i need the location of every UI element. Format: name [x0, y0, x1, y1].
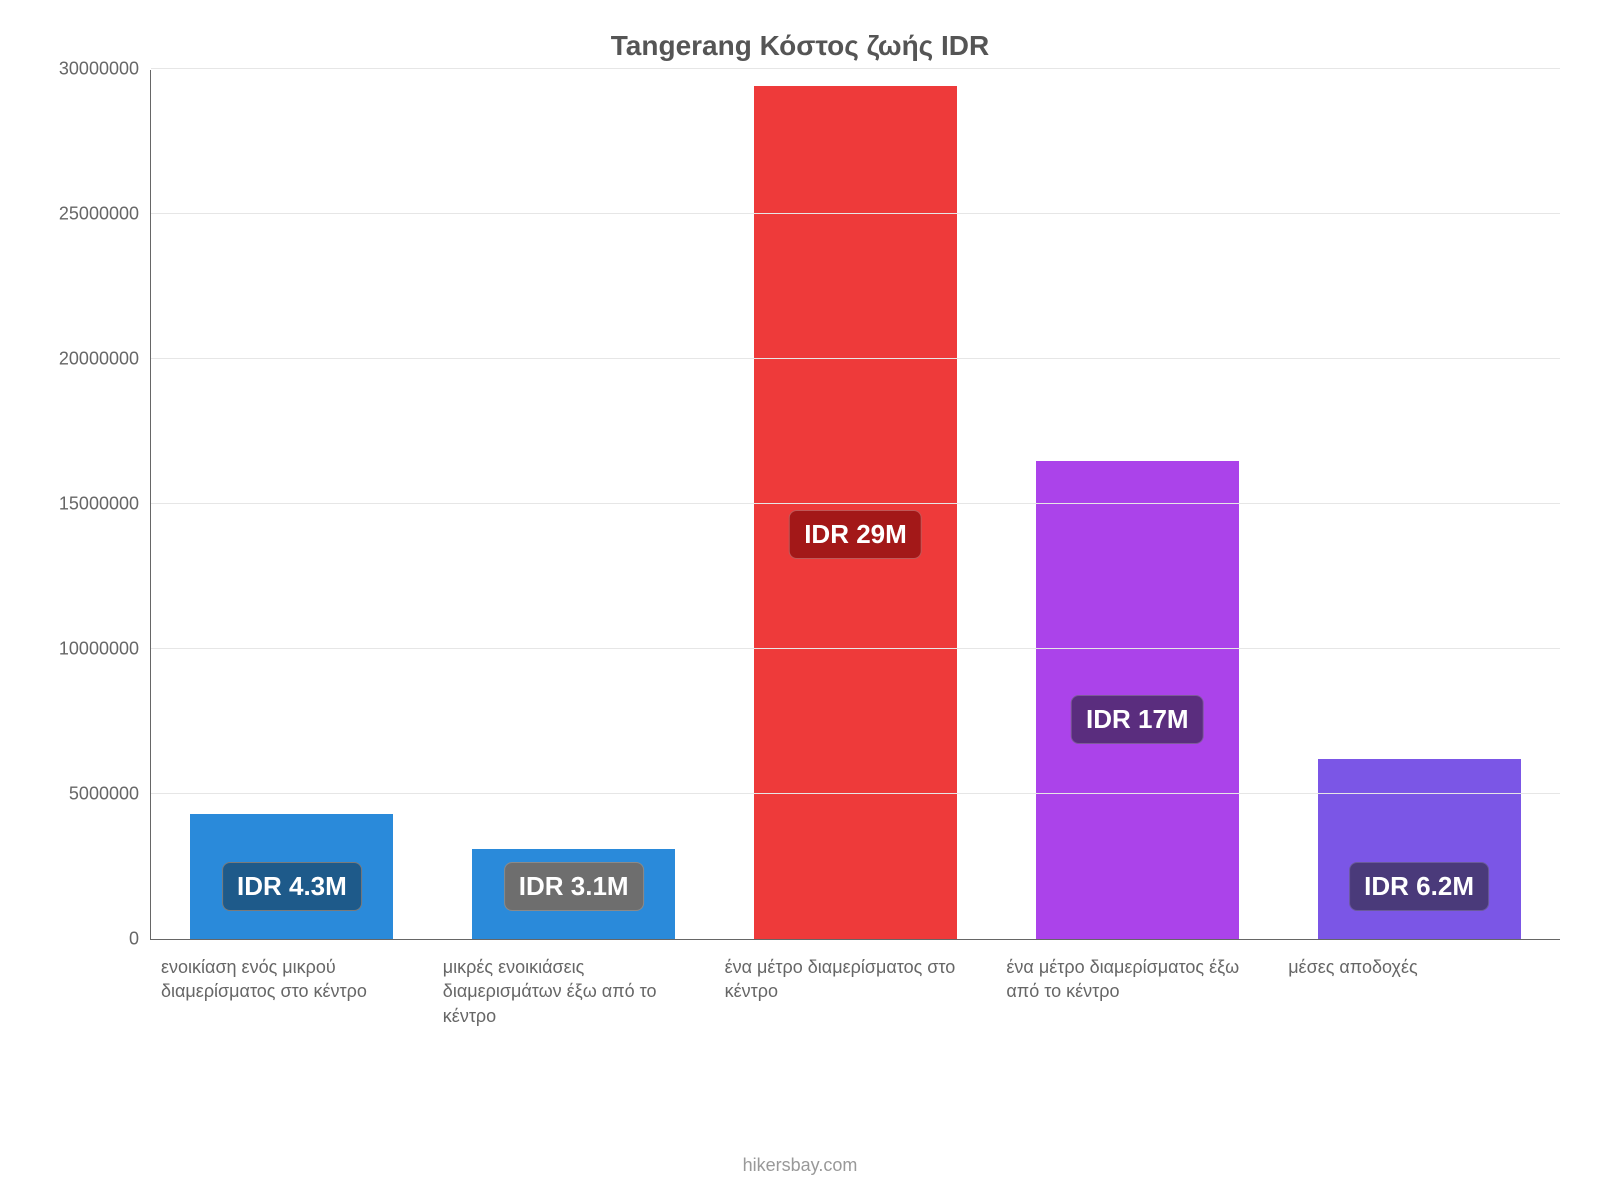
bar-slot: IDR 3.1M [433, 70, 715, 939]
gridline [151, 68, 1560, 69]
chart-container: Tangerang Κόστος ζωής IDR IDR 4.3M IDR 3.… [0, 0, 1600, 1200]
bar-value-badge: IDR 4.3M [222, 862, 362, 911]
chart-title: Tangerang Κόστος ζωής IDR [40, 30, 1560, 62]
y-tick-label: 0 [129, 929, 151, 950]
bar: IDR 29M [754, 86, 957, 939]
y-tick-label: 5000000 [69, 784, 151, 805]
x-category-label: μέσες αποδοχές [1278, 955, 1560, 1028]
x-category-label: ενοικίαση ενός μικρού διαμερίσματος στο … [151, 955, 433, 1028]
y-tick-label: 30000000 [59, 59, 151, 80]
bar-slot: IDR 4.3M [151, 70, 433, 939]
bar-slot: IDR 17M [996, 70, 1278, 939]
y-tick-label: 10000000 [59, 639, 151, 660]
y-tick-label: 15000000 [59, 494, 151, 515]
x-category-label: ένα μέτρο διαμερίσματος στο κέντρο [715, 955, 997, 1028]
x-category-label: ένα μέτρο διαμερίσματος έξω από το κέντρ… [996, 955, 1278, 1028]
footer-credit: hikersbay.com [0, 1155, 1600, 1176]
x-axis: ενοικίαση ενός μικρού διαμερίσματος στο … [151, 939, 1560, 1028]
y-tick-label: 20000000 [59, 349, 151, 370]
bar: IDR 3.1M [472, 849, 675, 939]
bar-value-badge: IDR 6.2M [1349, 862, 1489, 911]
bar: IDR 4.3M [190, 814, 393, 939]
bar: IDR 17M [1036, 461, 1239, 940]
bar-slot: IDR 6.2M [1278, 70, 1560, 939]
bar-value-badge: IDR 29M [789, 510, 922, 559]
y-tick-label: 25000000 [59, 204, 151, 225]
bar-slot: IDR 29M [715, 70, 997, 939]
bars-layer: IDR 4.3M IDR 3.1M IDR 29M IDR 17M IDR 6.2M [151, 70, 1560, 939]
bar-value-badge: IDR 3.1M [504, 862, 644, 911]
bar: IDR 6.2M [1318, 759, 1521, 939]
bar-value-badge: IDR 17M [1071, 695, 1204, 744]
plot-area: IDR 4.3MIDR 3.1MIDR 29MIDR 17MIDR 6.2M ε… [150, 70, 1560, 940]
x-category-label: μικρές ενοικιάσεις διαμερισμάτων έξω από… [433, 955, 715, 1028]
